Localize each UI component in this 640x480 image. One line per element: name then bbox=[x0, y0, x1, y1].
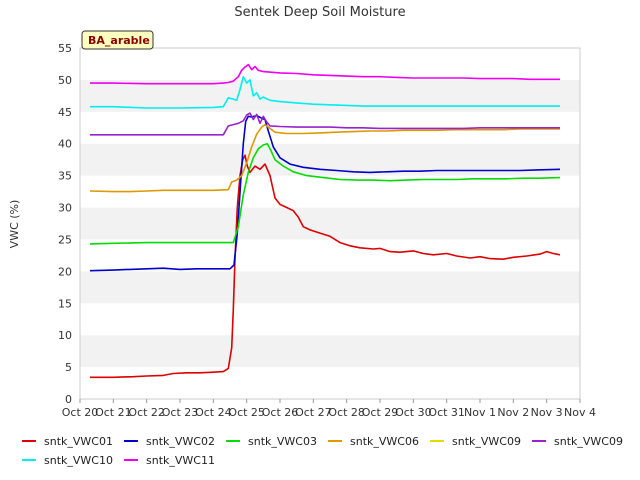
y-tick-label: 40 bbox=[58, 138, 72, 151]
y-tick-label: 15 bbox=[58, 297, 72, 310]
legend-item[interactable]: sntk_VWC11 bbox=[124, 454, 215, 467]
legend-label: sntk_VWC10 bbox=[44, 454, 113, 467]
x-tick-label: Nov 4 bbox=[564, 406, 596, 419]
y-tick-label: 50 bbox=[58, 74, 72, 87]
legend-item[interactable]: sntk_VWC03 bbox=[226, 435, 317, 448]
series-line-sntk-vwc02 bbox=[89, 114, 561, 272]
legend-item[interactable]: sntk_VWC09 bbox=[430, 435, 521, 448]
grid-bands bbox=[80, 48, 580, 399]
series-line-sntk-vwc11 bbox=[90, 63, 560, 85]
legend-label: sntk_VWC02 bbox=[146, 435, 215, 448]
legend-label: sntk_VWC03 bbox=[248, 435, 317, 448]
x-tick-label: Oct 31 bbox=[428, 406, 465, 419]
y-tick-label: 0 bbox=[65, 393, 72, 406]
x-tick-label: Oct 22 bbox=[128, 406, 165, 419]
site-badge: BA_arable bbox=[81, 30, 154, 50]
series-line-sntk-vwc06 bbox=[89, 123, 560, 193]
x-tick-label: Oct 30 bbox=[395, 406, 432, 419]
grid-band bbox=[80, 175, 580, 208]
legend-item[interactable]: sntk_VWC01 bbox=[22, 435, 113, 448]
series-line-sntk-vwc09 bbox=[90, 112, 560, 136]
series-line-sntk-vwc03 bbox=[89, 142, 561, 245]
plot-frame bbox=[79, 47, 581, 400]
legend[interactable]: sntk_VWC01 sntk_VWC02 sntk_VWC03 sntk_VWC06… bbox=[22, 435, 623, 467]
x-tick-label: Oct 24 bbox=[195, 406, 232, 419]
legend-item[interactable]: sntk_VWC02 bbox=[124, 435, 215, 448]
y-axis-label: VWC (%) bbox=[8, 200, 21, 249]
x-tick-label: Oct 29 bbox=[362, 406, 399, 419]
series-group bbox=[89, 63, 561, 379]
grid-band bbox=[80, 335, 580, 368]
y-axis: 0 5 10 15 20 25 30 35 40 45 50 55 bbox=[58, 42, 72, 406]
grid-band bbox=[80, 303, 580, 336]
series-line-sntk-vwc01 bbox=[90, 154, 561, 379]
legend-label: sntk_VWC09 bbox=[452, 435, 521, 448]
site-badge-box bbox=[81, 30, 154, 50]
grid-band bbox=[80, 48, 580, 80]
legend-item[interactable]: sntk_VWC10 bbox=[22, 454, 113, 467]
grid-band bbox=[80, 367, 580, 399]
x-tick-label: Oct 23 bbox=[162, 406, 199, 419]
legend-item[interactable]: sntk_VWC09 bbox=[532, 435, 623, 448]
legend-label: sntk_VWC06 bbox=[350, 435, 419, 448]
y-tick-label: 20 bbox=[58, 265, 72, 278]
legend-item[interactable]: sntk_VWC06 bbox=[328, 435, 419, 448]
chart-title: Sentek Deep Soil Moisture bbox=[234, 5, 405, 20]
legend-label: sntk_VWC01 bbox=[44, 435, 113, 448]
y-tick-label: 10 bbox=[58, 329, 72, 342]
x-tick-label: Nov 2 bbox=[497, 406, 529, 419]
y-tick-label: 45 bbox=[58, 106, 72, 119]
x-tick-label: Oct 21 bbox=[95, 406, 132, 419]
y-tick-label: 30 bbox=[58, 202, 72, 215]
x-tick-label: Nov 3 bbox=[531, 406, 563, 419]
y-tick-label: 55 bbox=[58, 42, 72, 55]
legend-label: sntk_VWC09 bbox=[554, 435, 623, 448]
y-tick-label: 25 bbox=[58, 233, 72, 246]
grid-band bbox=[80, 271, 580, 304]
legend-label: sntk_VWC11 bbox=[146, 454, 215, 467]
series-line-sntk-vwc10 bbox=[90, 75, 560, 109]
x-tick-label: Oct 28 bbox=[328, 406, 365, 419]
grid-band bbox=[80, 79, 580, 112]
x-tick-label: Oct 27 bbox=[295, 406, 332, 419]
x-tick-label: Oct 25 bbox=[228, 406, 265, 419]
grid-band bbox=[80, 207, 580, 240]
site-badge-label: BA_arable bbox=[88, 34, 150, 47]
y-tick-label: 5 bbox=[65, 361, 72, 374]
y-tick-label: 35 bbox=[58, 170, 72, 183]
grid-band bbox=[80, 239, 580, 272]
x-tick-label: Nov 1 bbox=[464, 406, 496, 419]
x-tick-label: Oct 26 bbox=[262, 406, 299, 419]
x-tick-label: Oct 20 bbox=[62, 406, 99, 419]
